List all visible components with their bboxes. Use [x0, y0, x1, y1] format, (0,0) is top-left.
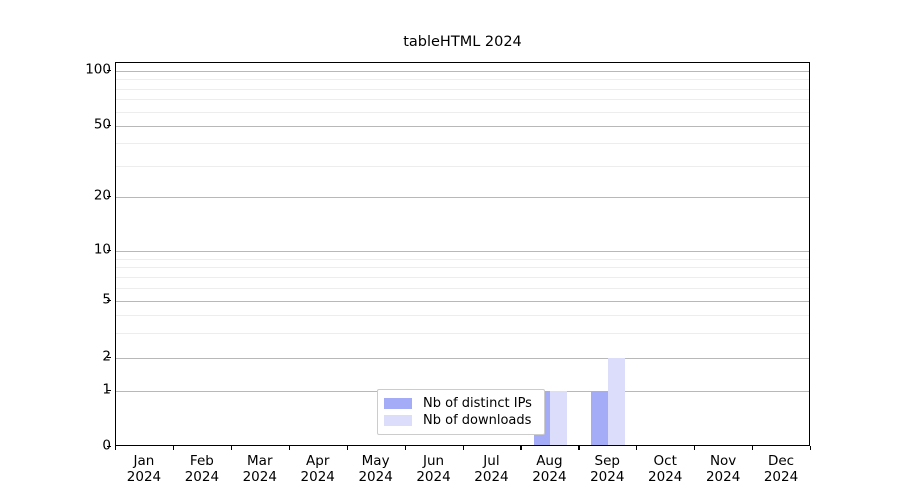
legend-item-ips: Nb of distinct IPs [384, 395, 537, 412]
x-tick-month: Mar [247, 453, 273, 469]
y-tick-mark [107, 445, 111, 447]
x-tick-mark [810, 446, 812, 450]
legend-label-downloads: Nb of downloads [423, 413, 532, 428]
plot-area [115, 62, 810, 446]
legend-item-downloads: Nb of downloads [384, 412, 537, 429]
y-tick-mark [107, 389, 111, 391]
x-tick-label: Jul 2024 [451, 453, 531, 485]
y-tick-mark [107, 69, 111, 71]
x-tick-month: Apr [306, 453, 330, 469]
gridline-minor [116, 99, 809, 101]
x-tick-mark [404, 446, 406, 450]
y-tick-mark [107, 299, 111, 301]
y-tick-mark [107, 356, 111, 358]
x-tick-label: Feb 2024 [162, 453, 242, 485]
x-tick-label: Apr 2024 [278, 453, 358, 485]
x-tick-year: 2024 [242, 469, 277, 485]
x-tick-label: Nov 2024 [683, 453, 763, 485]
x-tick-month: Sep [594, 453, 620, 469]
x-tick-mark [752, 446, 754, 450]
x-tick-label: May 2024 [336, 453, 416, 485]
gridline-major [116, 251, 809, 252]
gridline-minor [116, 143, 809, 145]
x-tick-year: 2024 [300, 469, 335, 485]
x-tick-year: 2024 [763, 469, 799, 485]
gridline-minor [116, 314, 809, 316]
x-tick-year: 2024 [184, 469, 220, 485]
x-tick-mark [172, 446, 175, 450]
x-tick-mark [636, 446, 638, 450]
y-tick-mark [107, 124, 111, 126]
x-tick-mark [288, 446, 290, 450]
y-tick-label: 5 [71, 293, 111, 307]
x-tick-label: Sep 2024 [567, 453, 647, 485]
x-tick-mark [578, 446, 580, 450]
x-tick-label: Aug 2024 [509, 453, 589, 485]
gridline-minor [116, 258, 809, 260]
x-tick-year: 2024 [648, 469, 683, 485]
x-tick-label: Jun 2024 [394, 453, 474, 485]
x-tick-mark [230, 446, 233, 450]
x-tick-year: 2024 [416, 469, 451, 485]
x-tick-label: Oct 2024 [625, 453, 705, 485]
x-tick-mark [520, 446, 522, 450]
x-tick-year: 2024 [358, 469, 393, 485]
x-axis: Jan 2024 Feb 2024 Mar 2024 Apr 2024 May 2024 Jun 20… [115, 446, 812, 500]
chart-legend: Nb of distinct IPs Nb of downloads [377, 389, 545, 435]
gridline-minor [116, 165, 809, 167]
bar-downloads-sep [608, 358, 626, 445]
x-tick-year: 2024 [532, 469, 567, 485]
x-tick-year: 2024 [126, 469, 162, 485]
gridline-major [116, 71, 809, 72]
gridline-minor [116, 79, 809, 81]
y-tick-label: 0 [71, 439, 111, 453]
chart-title: tableHTML 2024 [403, 34, 522, 50]
y-tick-label: 2 [71, 350, 111, 364]
gridline-minor [116, 287, 809, 289]
x-tick-label: Mar 2024 [220, 453, 300, 485]
y-axis: 0 1 2 5 10 20 50 100 [63, 61, 111, 452]
legend-label-ips: Nb of distinct IPs [423, 396, 532, 411]
legend-swatch-ips [384, 398, 412, 409]
x-tick-month: Jan [133, 453, 155, 469]
bar-ips-sep [591, 391, 609, 445]
gridline-minor [116, 276, 809, 278]
y-tick-mark [107, 195, 111, 197]
x-tick-month: Oct [653, 453, 677, 469]
x-tick-month: Aug [536, 453, 563, 469]
x-tick-mark [115, 446, 117, 450]
y-tick-label: 20 [93, 187, 111, 204]
gridline-minor [116, 267, 809, 269]
x-tick-mark [346, 446, 348, 450]
gridline-major [116, 301, 809, 302]
y-tick-mark [107, 249, 111, 251]
x-tick-month: Jul [483, 453, 500, 469]
x-tick-month: Jun [422, 453, 445, 469]
gridline-minor [116, 88, 809, 90]
x-tick-year: 2024 [705, 469, 741, 485]
gridline-major [116, 126, 809, 127]
x-tick-month: May [361, 453, 390, 469]
bar-downloads-aug [550, 391, 568, 445]
y-tick-label: 50 [93, 116, 111, 133]
x-tick-mark [694, 446, 696, 450]
x-tick-month: Nov [709, 453, 737, 469]
y-tick-label: 10 [93, 241, 111, 258]
gridline-major [116, 197, 809, 198]
x-tick-label: Jan 2024 [104, 453, 184, 485]
y-tick-label: 100 [85, 61, 111, 78]
y-tick-label: 1 [71, 383, 111, 397]
legend-swatch-downloads [384, 415, 412, 426]
gridline-major [116, 358, 809, 359]
x-tick-mark [462, 446, 464, 450]
x-tick-month: Feb [189, 453, 214, 469]
x-tick-month: Dec [767, 453, 795, 469]
x-tick-year: 2024 [474, 469, 509, 485]
x-tick-label: Dec 2024 [741, 453, 821, 485]
gridline-minor [116, 332, 809, 334]
x-tick-year: 2024 [590, 469, 625, 485]
gridline-minor [116, 111, 809, 113]
